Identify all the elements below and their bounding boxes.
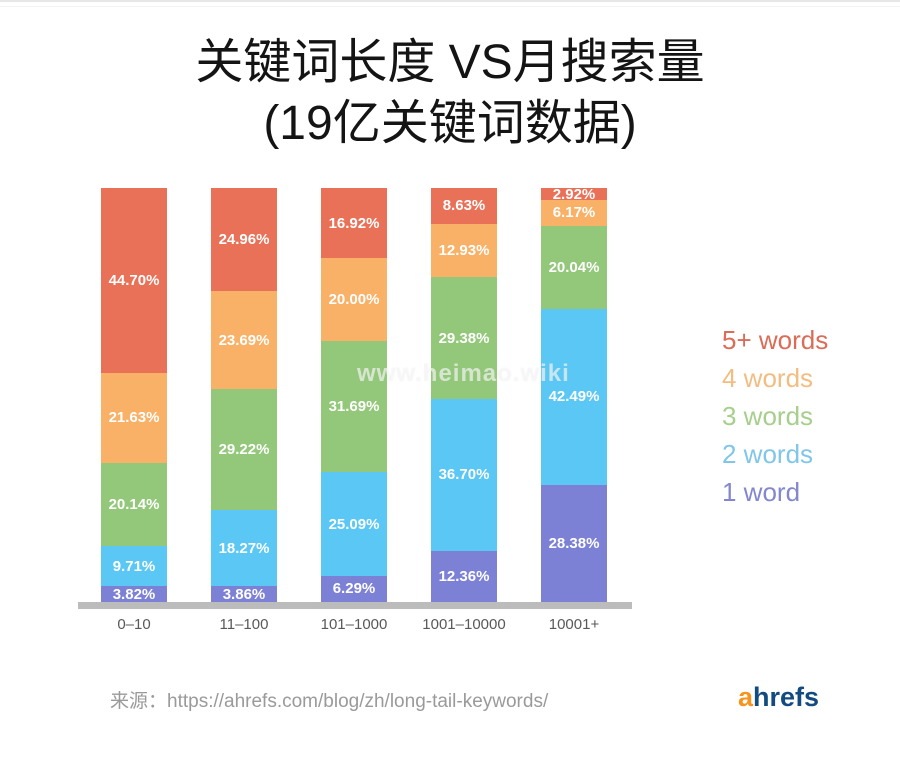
bar-segment: 9.71% (101, 546, 167, 587)
segment-value-label: 3.86% (222, 585, 266, 603)
top-hairline-2 (0, 6, 900, 7)
legend-item: 5+ words (722, 325, 829, 355)
title-line-1: 关键词长度 VS月搜索量 (195, 36, 705, 89)
x-axis-line (78, 602, 632, 609)
legend-item: 1 word (722, 477, 801, 507)
legend-item: 3 words (722, 401, 814, 431)
ahrefs-logo-hrefs: hrefs (753, 682, 820, 712)
bar-segment: 24.96% (211, 188, 277, 292)
bar-segment: 28.38% (541, 484, 607, 602)
segment-value-label: 12.93% (438, 242, 490, 260)
bar-segment: 3.82% (101, 586, 167, 602)
bar-segment: 44.70% (101, 188, 167, 374)
bar-segment: 12.36% (431, 550, 497, 602)
segment-value-label: 6.29% (332, 580, 376, 598)
category-label: 101–1000 (320, 616, 388, 633)
bar-segment: 20.14% (101, 462, 167, 546)
segment-value-label: 24.96% (218, 231, 270, 249)
bar-segment: 42.49% (541, 308, 607, 485)
bar-segment: 2.92% (541, 185, 607, 203)
bar-segment: 29.38% (431, 277, 497, 399)
ahrefs-logo-a: a (738, 682, 754, 712)
stacked-bar: 3.82% 9.71% 20.14% 21.63% 44.70% (101, 188, 167, 602)
bar-segment: 8.63% (431, 188, 497, 224)
category-label: 10001+ (548, 616, 600, 633)
bar-segment: 20.00% (321, 258, 387, 341)
chart-legend: 5+ words 4 words 3 words 2 words 1 word (722, 321, 828, 511)
legend-item: 2 words (722, 439, 814, 469)
segment-value-label: 20.14% (108, 495, 160, 513)
source-text: 来源：https://ahrefs.com/blog/zh/long-tail-… (110, 691, 549, 712)
segment-value-label: 29.22% (218, 441, 270, 459)
segment-value-label: 16.92% (328, 214, 380, 232)
segment-value-label: 28.38% (548, 534, 600, 552)
title-line-2: (19亿关键词数据) (263, 97, 637, 150)
segment-value-label: 21.63% (108, 409, 160, 427)
stacked-bar: 6.29% 25.09% 31.69% 20.00% 16.92% (321, 188, 387, 602)
segment-value-label: 20.04% (548, 258, 600, 276)
bar-segment: 29.22% (211, 389, 277, 511)
bar-segment: 3.86% (211, 586, 277, 602)
top-hairline (0, 0, 900, 2)
chart-plot: 3.82% 9.71% 20.14% 21.63% 44.70% 3.86% 18.27% 2… (78, 185, 632, 602)
segment-value-label: 31.69% (328, 398, 380, 416)
chart-title: 关键词长度 VS月搜索量 (19亿关键词数据) (0, 32, 900, 154)
bar-segment: 31.69% (321, 340, 387, 473)
bar-segment: 16.92% (321, 188, 387, 259)
segment-value-label: 20.00% (328, 291, 380, 309)
watermark-text: www.heimao.wiki (357, 360, 570, 387)
bar-segment: 21.63% (101, 373, 167, 463)
legend-item: 4 words (722, 363, 814, 393)
bar-segment: 36.70% (431, 398, 497, 551)
ahrefs-logo: ahrefs (738, 682, 819, 713)
segment-value-label: 12.36% (438, 567, 490, 585)
bar-segment: 12.93% (431, 223, 497, 278)
bar-segment: 18.27% (211, 510, 277, 587)
stacked-bar: 3.86% 18.27% 29.22% 23.69% 24.96% (211, 188, 277, 602)
segment-value-label: 44.70% (108, 272, 160, 290)
bar-segment: 25.09% (321, 472, 387, 576)
segment-value-label: 23.69% (218, 331, 270, 349)
segment-value-label: 29.38% (438, 329, 490, 347)
segment-value-label: 2.92% (552, 185, 596, 203)
segment-value-label: 36.70% (438, 466, 490, 484)
segment-value-label: 25.09% (328, 515, 380, 533)
segment-value-label: 6.17% (552, 204, 596, 222)
segment-value-label: 42.49% (548, 388, 600, 406)
category-label: 1001–10000 (422, 616, 506, 633)
bar-segment: 20.04% (541, 225, 607, 309)
segment-value-label: 9.71% (112, 557, 156, 575)
stacked-bar: 28.38% 42.49% 20.04% 6.17% 2.92% (541, 185, 607, 602)
segment-value-label: 8.63% (442, 197, 486, 215)
segment-value-label: 3.82% (112, 585, 156, 603)
bar-segment: 23.69% (211, 291, 277, 390)
bar-segment: 6.29% (321, 575, 387, 602)
category-label: 11–100 (219, 616, 269, 633)
category-label: 0–10 (117, 616, 151, 633)
segment-value-label: 18.27% (218, 539, 270, 557)
bar-segment: 6.17% (541, 200, 607, 226)
stacked-bar: 12.36% 36.70% 29.38% 12.93% 8.63% (431, 188, 497, 602)
